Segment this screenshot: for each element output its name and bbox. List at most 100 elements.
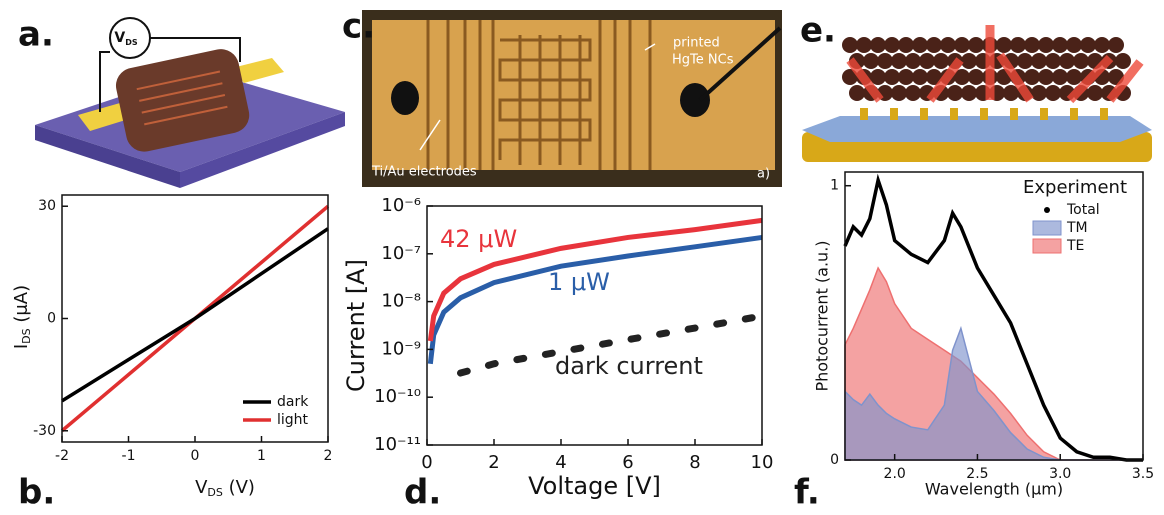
sphere xyxy=(1031,85,1047,101)
y-tick-label: 30 xyxy=(38,198,56,214)
sphere xyxy=(905,85,921,101)
plot-frame xyxy=(426,205,763,446)
sphere xyxy=(1031,53,1047,69)
sphere xyxy=(849,85,865,101)
sphere xyxy=(1108,37,1124,53)
x-axis-label: VDS (V) xyxy=(195,477,255,499)
sphere xyxy=(940,37,956,53)
sphere xyxy=(1080,37,1096,53)
x-tick-label: 6 xyxy=(622,452,633,473)
y-axis-label: Current [A] xyxy=(342,259,370,392)
sphere xyxy=(870,37,886,53)
meter-v: V xyxy=(114,30,125,46)
device-illustration: VDS xyxy=(35,17,345,188)
legend-label: TM xyxy=(1066,220,1088,236)
label-sub: DS xyxy=(207,486,222,499)
sphere xyxy=(856,37,872,53)
panel-label: f. xyxy=(794,473,820,513)
corner-label: a) xyxy=(757,167,770,182)
sphere xyxy=(842,37,858,53)
legend-label: dark xyxy=(277,394,309,410)
sphere xyxy=(898,37,914,53)
y-tick-label: 1 xyxy=(830,178,839,194)
x-axis-label: Wavelength (μm) xyxy=(925,480,1063,499)
x-tick-label: 8 xyxy=(689,452,700,473)
legend-swatch xyxy=(1032,238,1062,254)
x-tick-label: 3.5 xyxy=(1132,466,1154,482)
x-tick-label: 1 xyxy=(257,448,266,464)
sphere xyxy=(1115,53,1131,69)
label-unit: (V) xyxy=(223,477,255,498)
series-annotation: 42 μW xyxy=(440,225,517,253)
panel-label: a. xyxy=(18,15,54,55)
sphere xyxy=(1059,53,1075,69)
sphere xyxy=(884,37,900,53)
x-tick-label: 2.0 xyxy=(884,466,906,482)
chart: 0 2 4 6 8 10 10⁻¹¹ 10⁻¹⁰ 10⁻⁹ 10⁻⁸ 10⁻⁷ 10⁻⁶ Voltage… xyxy=(342,195,773,500)
line xyxy=(457,312,766,377)
sphere xyxy=(954,69,970,85)
meter-sub: DS xyxy=(125,38,138,47)
sphere xyxy=(968,37,984,53)
legend-swatch xyxy=(1032,220,1062,236)
sphere xyxy=(1094,37,1110,53)
x-tick-label: -2 xyxy=(55,448,69,464)
sphere xyxy=(919,53,935,69)
sphere xyxy=(1052,37,1068,53)
x-tick-label: 0 xyxy=(421,452,432,473)
y-tick-label: 0 xyxy=(830,452,839,468)
panel-label: e. xyxy=(800,11,836,51)
chart: -2 -1 0 1 2 -30 0 30 dark light xyxy=(33,194,333,464)
sphere xyxy=(1038,69,1054,85)
line xyxy=(427,217,763,342)
x-tick-label: 2 xyxy=(488,452,499,473)
y-axis-label: Photocurrent (a.u.) xyxy=(813,240,832,391)
sphere xyxy=(870,69,886,85)
legend-title: Experiment xyxy=(1023,177,1127,198)
electrode-label: Ti/Au electrodes xyxy=(371,165,477,180)
sphere xyxy=(912,69,928,85)
sphere xyxy=(1024,37,1040,53)
x-tick-label: 10 xyxy=(751,452,774,473)
sphere xyxy=(898,69,914,85)
plasmonic-illustration xyxy=(802,25,1152,162)
sphere xyxy=(891,85,907,101)
sphere xyxy=(926,69,942,85)
meter-label: VDS xyxy=(114,30,137,47)
y-tick-label: 10⁻⁶ xyxy=(381,195,421,216)
sphere xyxy=(1045,53,1061,69)
panel-label: c. xyxy=(342,7,375,47)
x-axis-label: Voltage [V] xyxy=(528,472,661,500)
x-tick-label: 0 xyxy=(191,448,200,464)
series-annotation: dark current xyxy=(555,352,703,380)
sphere xyxy=(884,69,900,85)
sphere xyxy=(1045,85,1061,101)
y-tick-label: 10⁻¹⁰ xyxy=(374,386,421,407)
label-main: I xyxy=(11,344,32,349)
legend-swatch xyxy=(1044,207,1050,213)
x-tick-label: 2 xyxy=(324,448,333,464)
note-line: HgTe NCs xyxy=(672,53,734,68)
sphere xyxy=(968,69,984,85)
plot-frame xyxy=(844,171,1144,461)
sphere xyxy=(905,53,921,69)
panel-label: d. xyxy=(404,473,441,513)
sphere xyxy=(912,37,928,53)
sphere xyxy=(1066,69,1082,85)
sphere xyxy=(1010,37,1026,53)
legend-label: TE xyxy=(1066,238,1084,254)
sphere xyxy=(1024,69,1040,85)
sphere xyxy=(1087,85,1103,101)
y-tick-label: 10⁻⁸ xyxy=(381,291,421,312)
micrograph: printed HgTe NCs Ti/Au electrodes a) xyxy=(362,10,782,187)
sphere xyxy=(996,37,1012,53)
sphere xyxy=(1073,53,1089,69)
sphere xyxy=(961,53,977,69)
sphere xyxy=(947,85,963,101)
x-tick-label: 3.0 xyxy=(1049,466,1071,482)
sphere xyxy=(863,53,879,69)
line xyxy=(61,227,329,403)
y-tick-label: -30 xyxy=(33,423,56,439)
line xyxy=(427,234,763,365)
